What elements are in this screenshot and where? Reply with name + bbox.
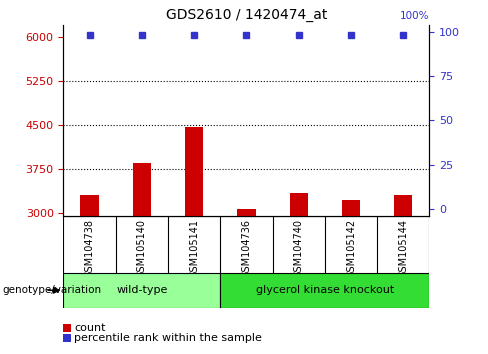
Text: 100%: 100% (400, 11, 429, 21)
Text: GSM104736: GSM104736 (242, 219, 251, 278)
Text: GSM104740: GSM104740 (294, 219, 304, 278)
Text: GSM105142: GSM105142 (346, 219, 356, 278)
Text: GSM105140: GSM105140 (137, 219, 147, 278)
Text: GSM104738: GSM104738 (84, 219, 95, 278)
Bar (133, 163, 151, 216)
Bar (237, 210, 256, 216)
Title: GDS2610 / 1420474_at: GDS2610 / 1420474_at (166, 8, 327, 22)
Bar (220, 273, 429, 308)
Bar (394, 195, 412, 216)
Text: percentile rank within the sample: percentile rank within the sample (74, 333, 262, 343)
Text: GSM105144: GSM105144 (398, 219, 408, 278)
Text: count: count (74, 323, 106, 333)
Text: wild-type: wild-type (116, 285, 167, 295)
Bar (81, 195, 99, 216)
Bar (63, 273, 220, 308)
Bar (342, 200, 360, 216)
Text: genotype/variation: genotype/variation (2, 285, 102, 295)
Bar (185, 126, 203, 216)
Text: GSM105141: GSM105141 (189, 219, 199, 278)
Bar (289, 193, 308, 216)
Text: glycerol kinase knockout: glycerol kinase knockout (256, 285, 394, 295)
